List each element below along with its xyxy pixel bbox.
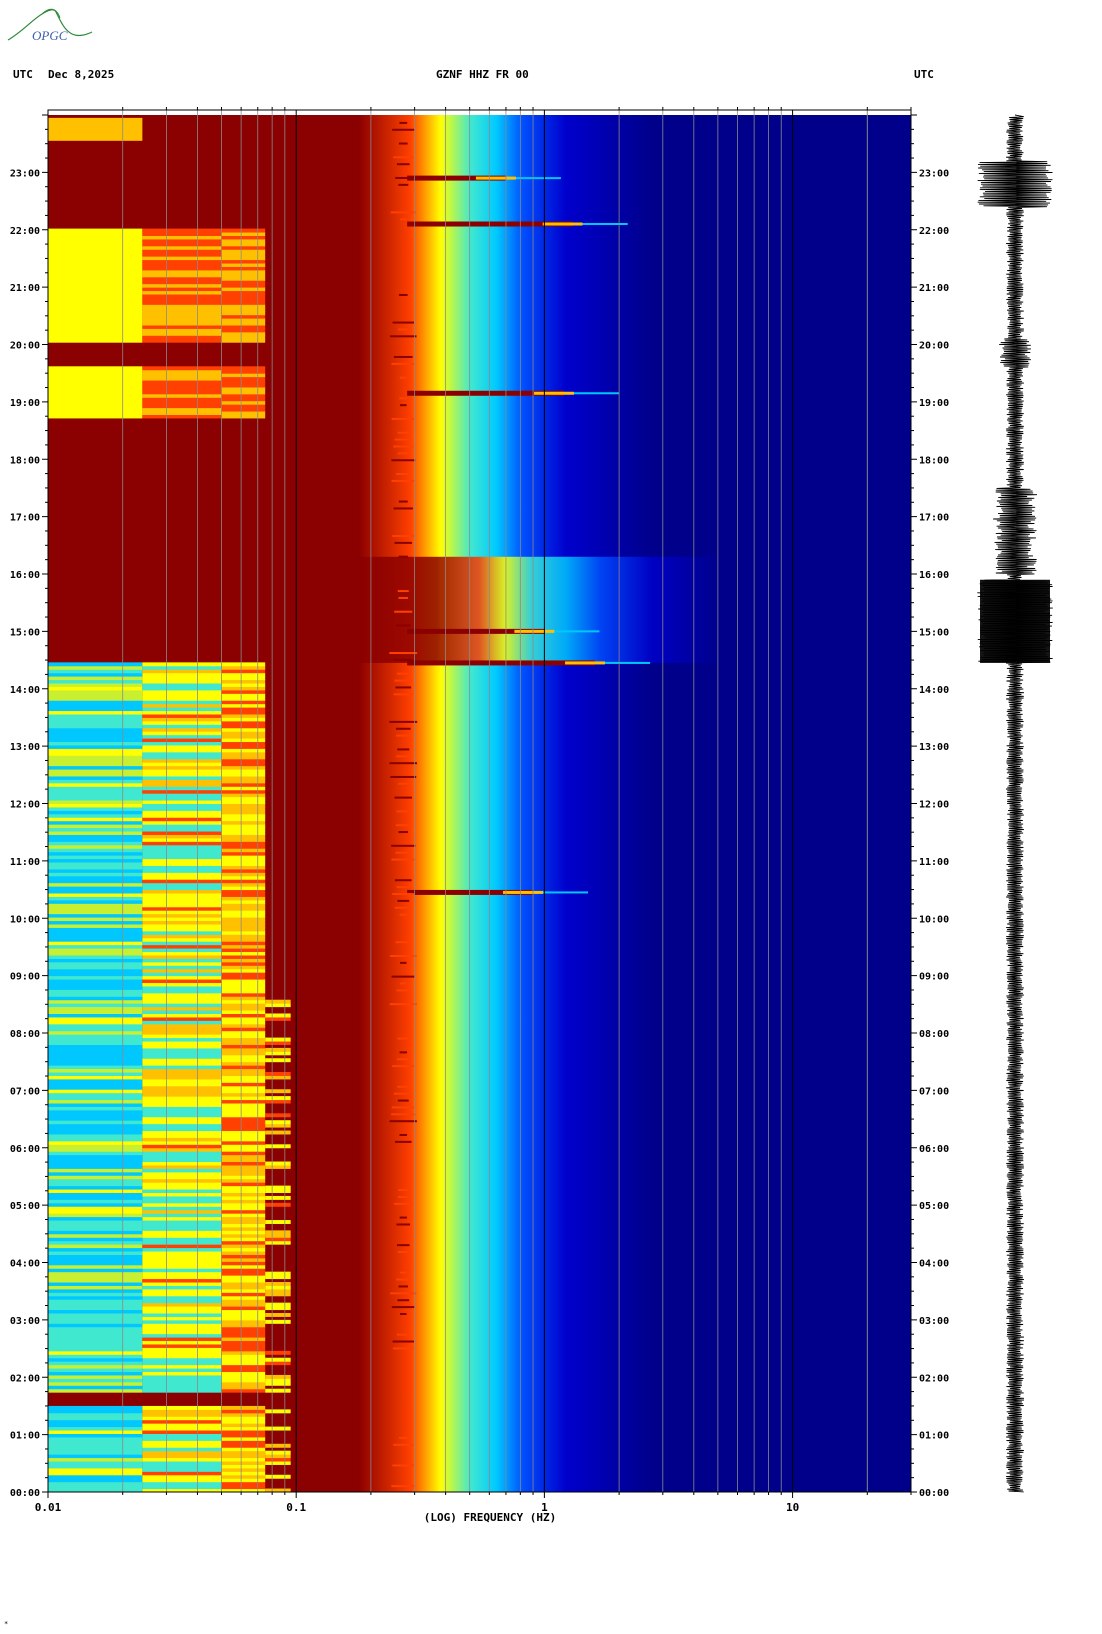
event-streak (407, 889, 534, 895)
time-label-right: 02:00 (919, 1373, 949, 1384)
time-label-right: 19:00 (919, 398, 949, 409)
time-label-right: 12:00 (919, 800, 949, 811)
logo-text: OPGC (32, 28, 68, 43)
seismogram-path (977, 114, 1053, 1493)
event-streak (407, 221, 573, 227)
time-label-left: 20:00 (10, 341, 40, 352)
frequency-tick-label: 0.01 (35, 1501, 62, 1514)
footer-mark: * (4, 1620, 9, 1628)
x-axis-label: (LOG) FREQUENCY (HZ) (424, 1511, 556, 1524)
time-label-right: 01:00 (919, 1431, 949, 1442)
frequency-tick-label: 10 (786, 1501, 799, 1514)
time-label-left: 18:00 (10, 455, 40, 466)
time-label-left: 07:00 (10, 1086, 40, 1097)
time-label-left: 00:00 (10, 1488, 40, 1499)
plot-frame (47, 109, 912, 1493)
header-utc-left: UTC (13, 68, 33, 81)
time-label-left: 22:00 (10, 226, 40, 237)
time-label-left: 01:00 (10, 1431, 40, 1442)
time-label-right: 16:00 (919, 570, 949, 581)
time-label-left: 03:00 (10, 1316, 40, 1327)
time-label-right: 04:00 (919, 1259, 949, 1270)
spectrogram-chart: 00:00 01:00 02:00 03:00 04:00 05:00 06:00 07:00… (10, 107, 1053, 1524)
header-utc-right: UTC (914, 68, 934, 81)
time-label-left: 16:00 (10, 570, 40, 581)
time-label-left: 14:00 (10, 685, 40, 696)
event-streak (407, 175, 506, 181)
time-label-right: 07:00 (919, 1086, 949, 1097)
time-label-right: 06:00 (919, 1144, 949, 1155)
time-label-left: 02:00 (10, 1373, 40, 1384)
time-label-left: 10:00 (10, 914, 40, 925)
time-label-right: 20:00 (919, 341, 949, 352)
time-label-right: 00:00 (919, 1488, 949, 1499)
header-station: GZNF HHZ FR 00 (436, 68, 529, 81)
time-label-left: 08:00 (10, 1029, 40, 1040)
time-label-left: 21:00 (10, 283, 40, 294)
seismogram-burst (980, 579, 1050, 663)
event-streaks (389, 121, 651, 1488)
time-label-right: 17:00 (919, 513, 949, 524)
frequency-tick-label: 1 (541, 1501, 548, 1514)
low-frequency-bands (48, 117, 291, 1493)
event-region (48, 556, 911, 663)
time-label-left: 06:00 (10, 1144, 40, 1155)
time-label-right: 05:00 (919, 1201, 949, 1212)
time-axis-right: 00:00 01:00 02:00 03:00 04:00 05:00 06:00 07:00… (911, 114, 949, 1499)
time-label-left: 17:00 (10, 513, 40, 524)
time-label-left: 13:00 (10, 742, 40, 753)
frequency-tick-label: 0.1 (286, 1501, 306, 1514)
time-label-right: 09:00 (919, 972, 949, 983)
event-streak (407, 628, 545, 634)
time-label-left: 15:00 (10, 627, 40, 638)
event-streak (407, 390, 565, 396)
time-label-right: 13:00 (919, 742, 949, 753)
time-label-left: 05:00 (10, 1201, 40, 1212)
seismogram-trace (977, 114, 1053, 1493)
time-label-right: 10:00 (919, 914, 949, 925)
frequency-axis: 0.01 0.1 1 10 (35, 107, 912, 1514)
top-band (48, 117, 143, 141)
event-streak (407, 660, 596, 666)
time-axis-left: 00:00 01:00 02:00 03:00 04:00 05:00 06:00 07:00… (10, 114, 48, 1499)
time-label-left: 09:00 (10, 972, 40, 983)
time-label-right: 08:00 (919, 1029, 949, 1040)
time-label-right: 21:00 (919, 283, 949, 294)
time-label-left: 04:00 (10, 1259, 40, 1270)
time-label-left: 19:00 (10, 398, 40, 409)
header-date: Dec 8,2025 (48, 68, 115, 81)
time-label-right: 11:00 (919, 857, 949, 868)
time-label-left: 23:00 (10, 168, 40, 179)
time-label-right: 22:00 (919, 226, 949, 237)
opgc-logo: OPGC (7, 8, 93, 43)
time-label-right: 03:00 (919, 1316, 949, 1327)
time-label-right: 23:00 (919, 168, 949, 179)
time-label-left: 12:00 (10, 800, 40, 811)
time-label-right: 15:00 (919, 627, 949, 638)
time-label-right: 14:00 (919, 685, 949, 696)
time-label-right: 18:00 (919, 455, 949, 466)
time-label-left: 11:00 (10, 857, 40, 868)
